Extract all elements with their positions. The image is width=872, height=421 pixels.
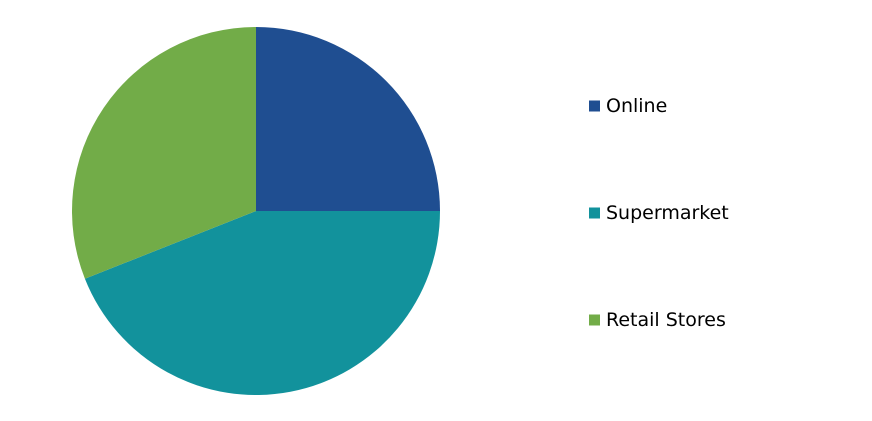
legend-label: Supermarket	[606, 202, 729, 224]
legend-item: Retail Stores	[589, 309, 726, 331]
legend: Online Supermarket Retail Stores	[589, 95, 729, 331]
pie-slice-supermarket	[84, 211, 441, 395]
pie-slices	[72, 27, 441, 395]
pie-slice-retail-stores	[72, 27, 256, 279]
pie-slice-online	[256, 27, 440, 211]
legend-label: Retail Stores	[606, 309, 726, 331]
legend-item: Online	[589, 95, 667, 117]
legend-label: Online	[606, 95, 667, 117]
legend-swatch	[589, 314, 600, 326]
legend-item: Supermarket	[589, 202, 729, 224]
legend-swatch	[589, 207, 600, 219]
legend-swatch	[589, 100, 600, 112]
